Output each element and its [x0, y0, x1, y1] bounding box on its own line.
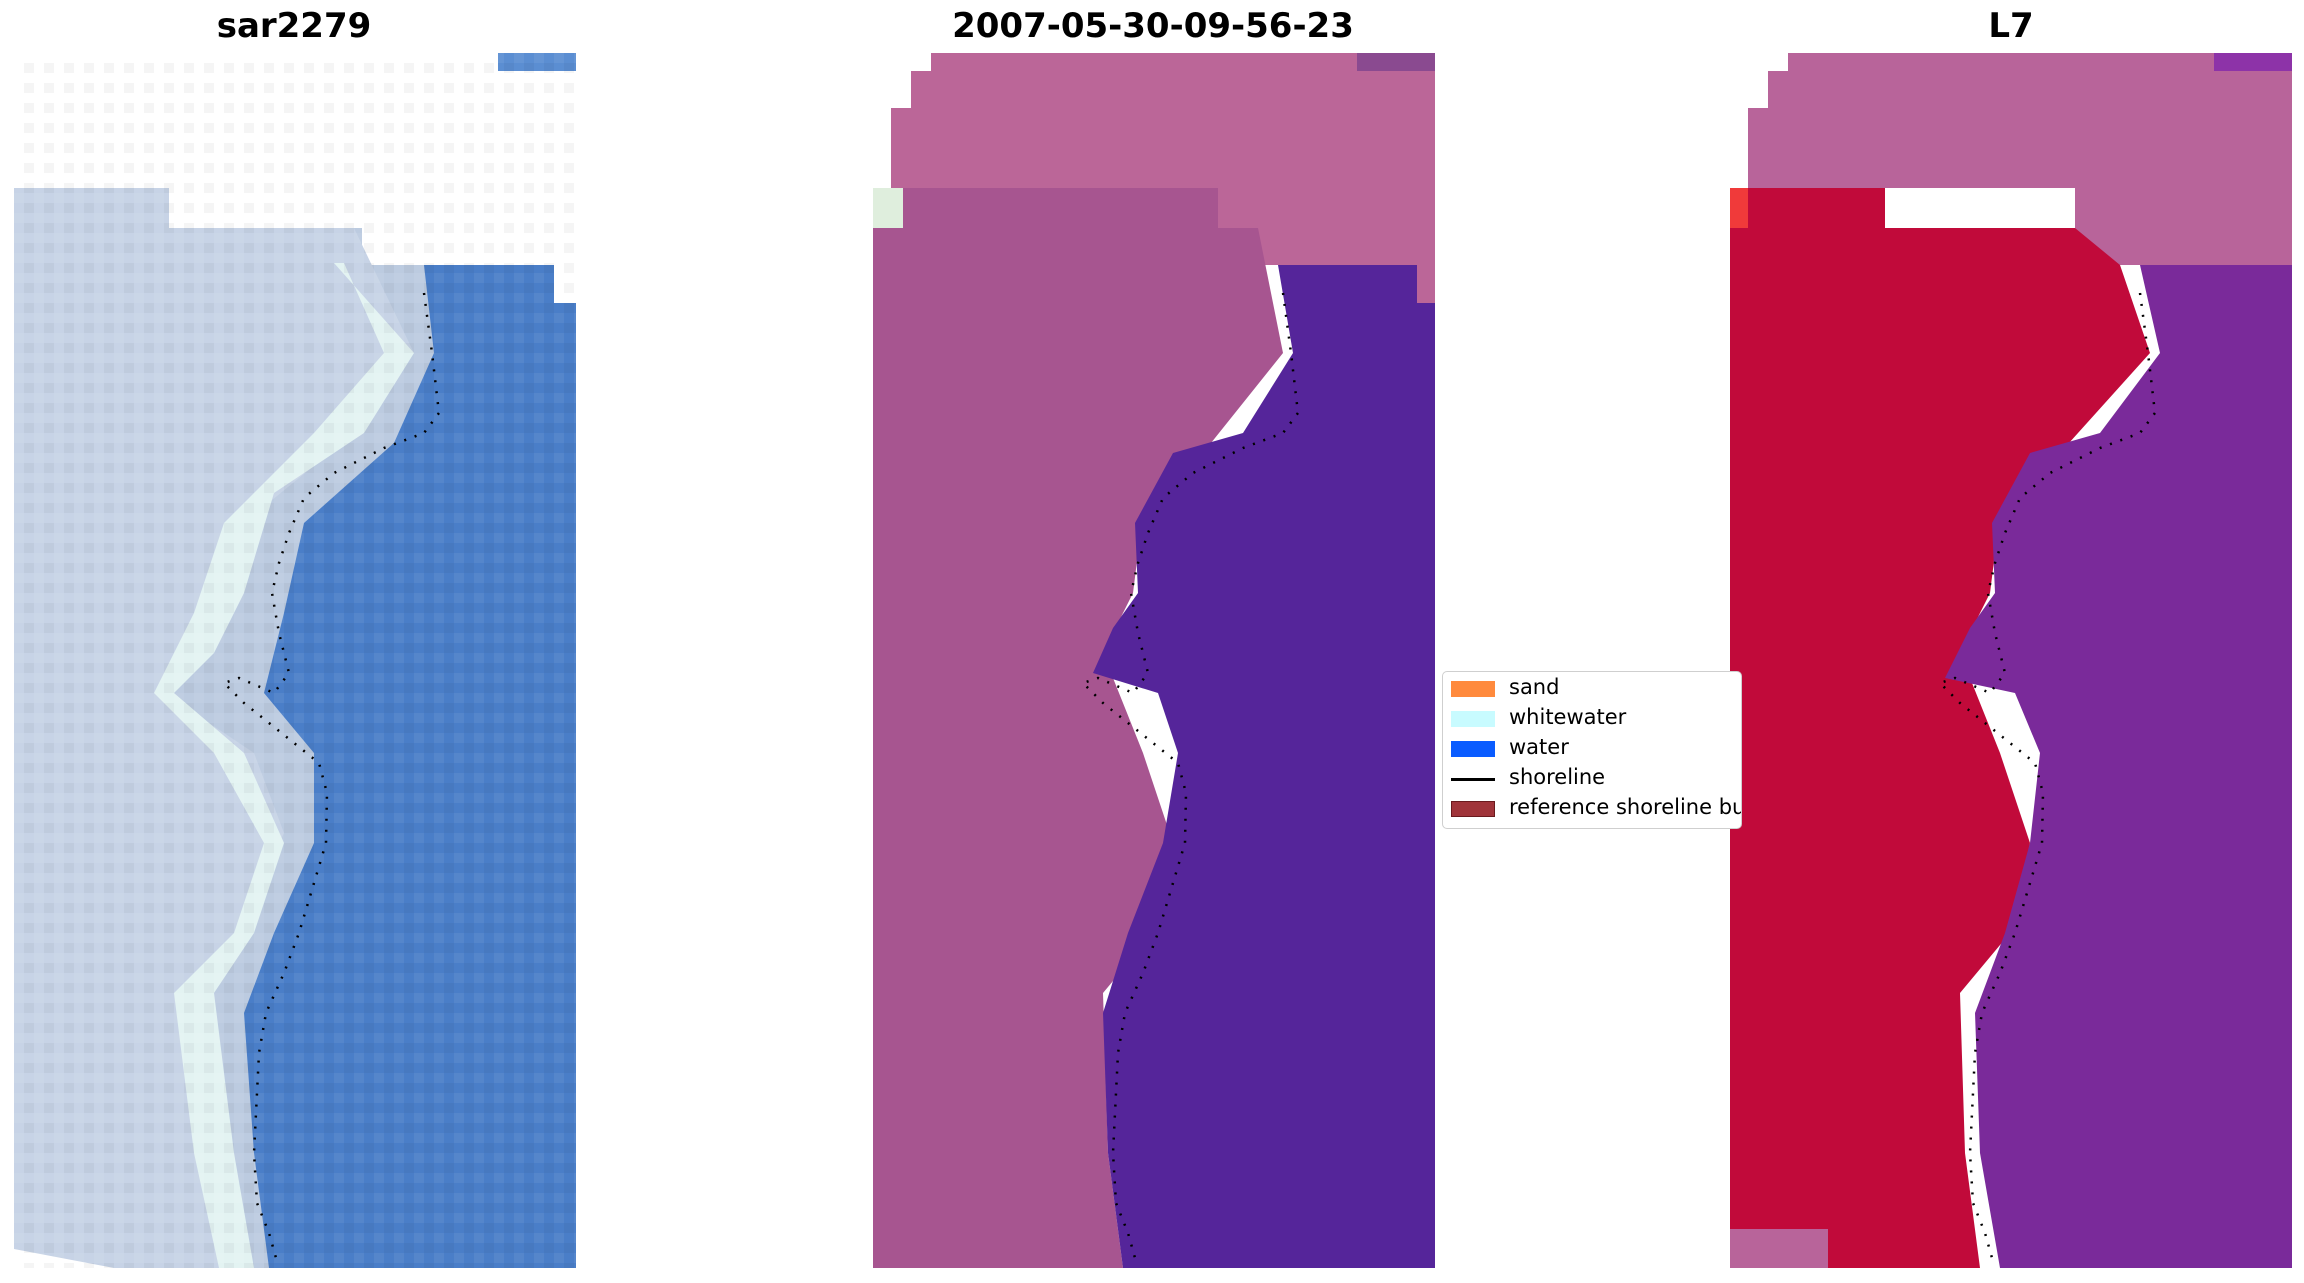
rgb-image: [14, 53, 576, 1268]
index-image: [1730, 53, 2292, 1268]
reference-buffer-swatch: [1451, 801, 1495, 817]
legend-item-water: water: [1443, 732, 1741, 762]
legend-item-sand: sand: [1443, 672, 1741, 702]
water-swatch: [1451, 741, 1495, 757]
shoreline-line-icon: [1451, 778, 1495, 781]
legend-label: shoreline: [1509, 765, 1606, 789]
legend-item-reference-buffer: reference shoreline buffer: [1443, 792, 1741, 822]
classified-image: [873, 53, 1435, 1268]
legend-item-shoreline: shoreline: [1443, 762, 1741, 792]
legend: sand whitewater water shoreline referenc…: [1442, 671, 1742, 829]
panel-title-rgb: sar2279: [216, 6, 372, 46]
sand-swatch: [1451, 681, 1495, 697]
whitewater-swatch: [1451, 711, 1495, 727]
legend-label: reference shoreline buffer: [1509, 795, 1741, 819]
panel-title-index: L7: [1988, 6, 2034, 46]
legend-label: whitewater: [1509, 705, 1627, 729]
legend-label: water: [1509, 735, 1569, 759]
panel-title-classified: 2007-05-30-09-56-23: [952, 6, 1354, 46]
legend-item-whitewater: whitewater: [1443, 702, 1741, 732]
legend-label: sand: [1509, 675, 1560, 699]
